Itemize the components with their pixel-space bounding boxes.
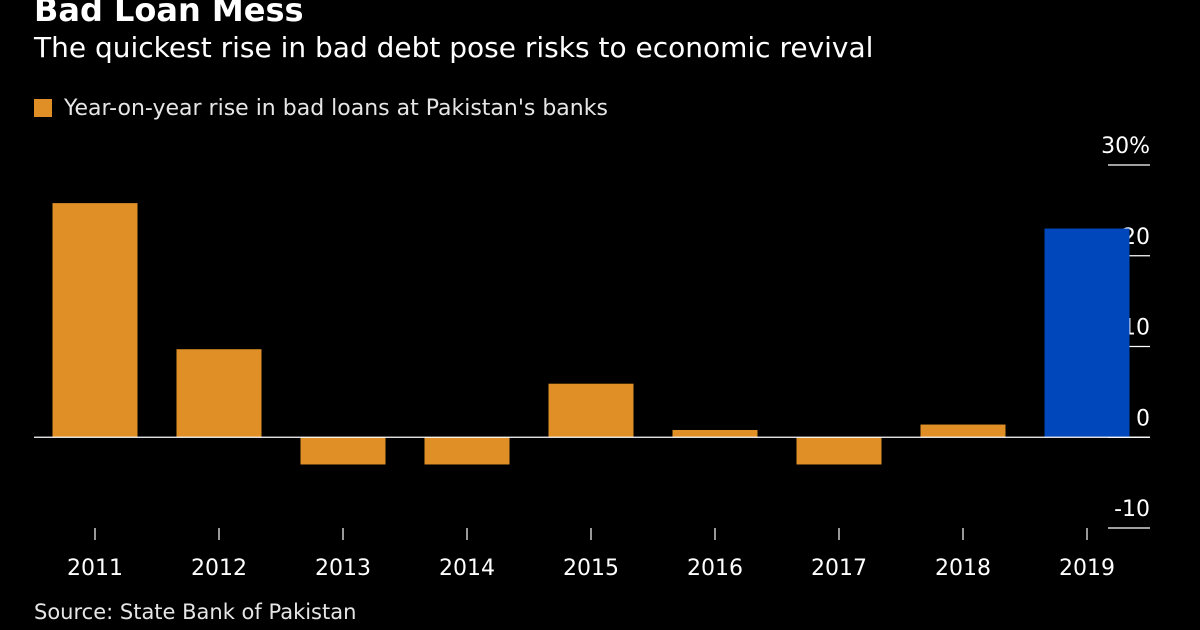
legend-label: Year-on-year rise in bad loans at Pakist… (64, 95, 608, 121)
x-tick-label: 2017 (811, 556, 867, 581)
bar-2019 (1044, 228, 1130, 438)
x-tick-label: 2014 (439, 556, 495, 581)
bar-2015 (548, 383, 634, 438)
source-note: Source: State Bank of Pakistan (34, 600, 357, 624)
x-tick-label: 2015 (563, 556, 619, 581)
bars (52, 203, 1130, 465)
x-tick-label: 2013 (315, 556, 371, 581)
chart-subtitle: The quickest rise in bad debt pose risks… (34, 31, 874, 64)
x-tick-label: 2011 (67, 556, 123, 581)
legend: Year-on-year rise in bad loans at Pakist… (34, 92, 608, 124)
x-tick-label: 2016 (687, 556, 743, 581)
bar-2012 (176, 349, 262, 438)
bar-2014 (424, 437, 510, 465)
bar-2011 (52, 203, 138, 438)
x-tick-label: 2012 (191, 556, 247, 581)
bar-2013 (300, 437, 386, 465)
bar-2017 (796, 437, 882, 465)
x-axis: 2011 2012 2013 2014 2015 2016 2017 2018 2019 (34, 436, 1150, 581)
x-tick-label: 2019 (1059, 556, 1115, 581)
bar-2016 (672, 429, 758, 438)
legend-swatch (34, 99, 52, 117)
y-tick-label: -10 (1114, 497, 1150, 522)
y-tick-label: 30% (1101, 134, 1150, 159)
chart-title: Bad Loan Mess (34, 0, 304, 29)
y-tick-label: 0 (1136, 406, 1150, 431)
bar-2018 (920, 424, 1006, 438)
x-tick-label: 2018 (935, 556, 991, 581)
